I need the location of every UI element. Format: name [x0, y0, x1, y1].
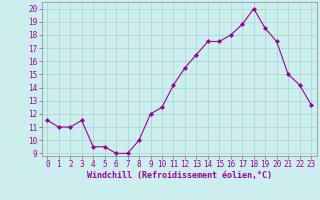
- X-axis label: Windchill (Refroidissement éolien,°C): Windchill (Refroidissement éolien,°C): [87, 171, 272, 180]
